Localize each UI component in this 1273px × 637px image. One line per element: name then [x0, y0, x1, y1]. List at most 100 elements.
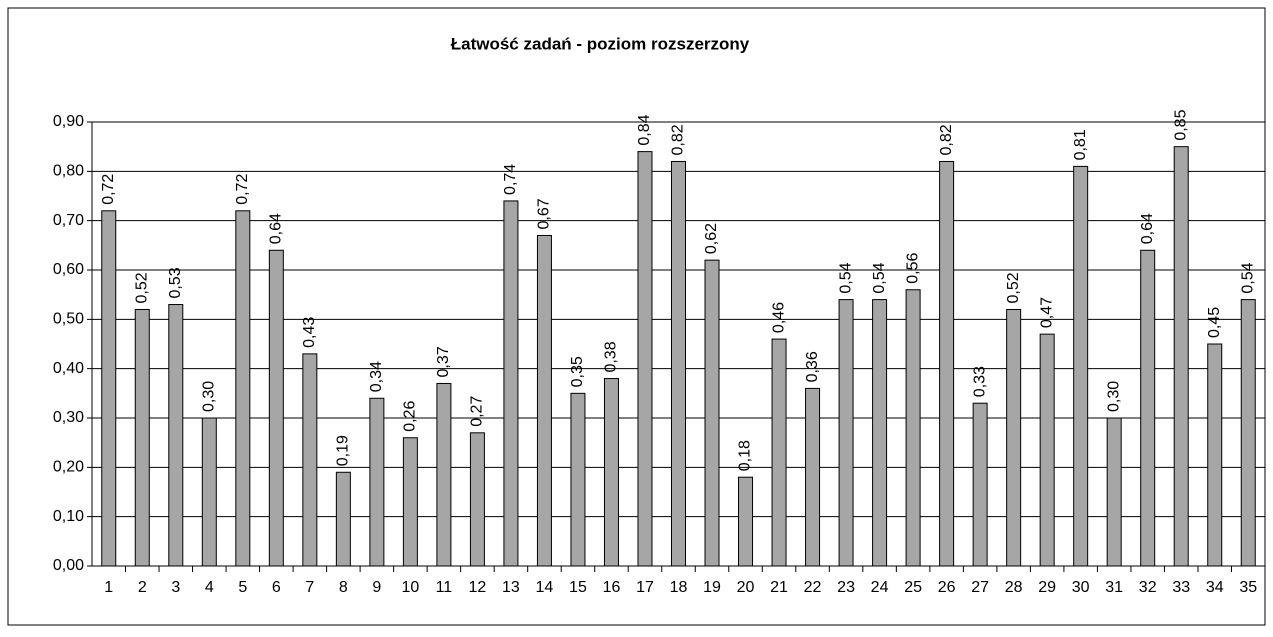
x-tick-label: 18	[670, 579, 688, 596]
x-tick-label: 21	[770, 579, 788, 596]
value-label: 0,35	[569, 356, 586, 387]
bar	[402, 437, 418, 567]
value-label: 0,64	[1139, 213, 1156, 244]
bar	[302, 353, 318, 567]
value-label: 0,30	[1105, 381, 1122, 412]
x-tick-label: 33	[1172, 579, 1190, 596]
x-tick-label: 10	[401, 579, 419, 596]
bar	[805, 387, 821, 567]
bar	[1039, 333, 1055, 567]
x-tick-label: 29	[1038, 579, 1056, 596]
x-tick-label: 35	[1239, 579, 1257, 596]
bar	[637, 151, 653, 567]
bar	[872, 299, 888, 567]
value-label: 0,52	[133, 272, 150, 303]
chart-title: Łatwość zadań - poziom rozszerzony	[451, 34, 750, 53]
x-tick-label: 6	[272, 579, 281, 596]
bar	[1140, 249, 1156, 567]
x-tick-label: 13	[502, 579, 520, 596]
x-tick-label: 32	[1139, 579, 1157, 596]
bar	[201, 417, 217, 567]
value-label: 0,64	[268, 213, 285, 244]
bar	[1006, 308, 1022, 567]
bar	[771, 338, 787, 567]
x-tick-label: 9	[372, 579, 381, 596]
x-tick-label: 19	[703, 579, 721, 596]
x-tick-label: 7	[305, 579, 314, 596]
bar	[101, 210, 117, 567]
value-label: 0,33	[971, 366, 988, 397]
x-tick-label: 14	[536, 579, 554, 596]
x-tick-label: 11	[436, 579, 453, 596]
value-label: 0,53	[167, 267, 184, 298]
x-tick-label: 1	[104, 579, 113, 596]
value-label: 0,54	[1239, 262, 1256, 293]
value-label: 0,54	[871, 262, 888, 293]
x-tick-label: 17	[636, 579, 654, 596]
value-label: 0,72	[100, 174, 117, 205]
bar	[1240, 299, 1256, 567]
bar	[603, 378, 619, 567]
value-label: 0,43	[301, 317, 318, 348]
x-tick-label: 4	[205, 579, 214, 596]
bar	[939, 160, 955, 567]
bar	[235, 210, 251, 567]
value-label: 0,74	[502, 164, 519, 195]
y-tick-label: 0,40	[53, 360, 84, 377]
value-label: 0,37	[435, 346, 452, 377]
value-label: 0,19	[335, 435, 352, 466]
value-label: 0,84	[636, 114, 653, 145]
y-tick-label: 0,30	[53, 409, 84, 426]
x-tick-label: 34	[1206, 579, 1224, 596]
x-tick-label: 27	[971, 579, 989, 596]
bar	[536, 234, 552, 567]
bar	[838, 299, 854, 567]
x-tick-label: 3	[171, 579, 180, 596]
x-tick-label: 25	[904, 579, 922, 596]
value-label: 0,34	[368, 361, 385, 392]
y-tick-label: 0,70	[53, 212, 84, 229]
value-label: 0,62	[703, 223, 720, 254]
value-label: 0,45	[1206, 307, 1223, 338]
y-tick-label: 0,60	[53, 261, 84, 278]
bar	[738, 476, 754, 567]
y-tick-label: 0,00	[53, 557, 84, 574]
value-label: 0,38	[603, 341, 620, 372]
y-tick-label: 0,90	[53, 113, 84, 130]
value-label: 0,82	[938, 124, 955, 155]
value-label: 0,26	[402, 400, 419, 431]
bar	[436, 382, 452, 567]
x-tick-label: 23	[837, 579, 855, 596]
x-tick-label: 26	[938, 579, 956, 596]
bar	[671, 160, 686, 567]
bar	[1073, 165, 1089, 567]
x-tick-label: 15	[569, 579, 587, 596]
x-tick-label: 28	[1005, 579, 1023, 596]
y-tick-label: 0,10	[53, 508, 84, 525]
bar	[1106, 417, 1122, 567]
bar	[268, 249, 284, 567]
bar	[1207, 343, 1223, 567]
value-label: 0,18	[737, 440, 754, 471]
value-label: 0,47	[1038, 297, 1055, 328]
value-label: 0,67	[536, 198, 553, 229]
bar	[905, 289, 921, 567]
x-tick-label: 30	[1072, 579, 1090, 596]
x-tick-label: 8	[339, 579, 348, 596]
x-tick-label: 24	[871, 579, 889, 596]
bar	[972, 402, 988, 567]
value-label: 0,30	[201, 381, 218, 412]
bar	[335, 471, 351, 567]
y-tick-label: 0,80	[53, 163, 84, 180]
value-label: 0,85	[1172, 109, 1189, 140]
x-tick-label: 22	[804, 579, 822, 596]
y-tick-label: 0,50	[53, 311, 84, 328]
x-tick-label: 20	[737, 579, 755, 596]
value-label: 0,81	[1072, 129, 1089, 160]
x-tick-label: 2	[138, 579, 147, 596]
value-label: 0,36	[804, 351, 821, 382]
bar	[570, 392, 586, 567]
value-label: 0,72	[234, 174, 251, 205]
chart-border	[7, 7, 1266, 626]
